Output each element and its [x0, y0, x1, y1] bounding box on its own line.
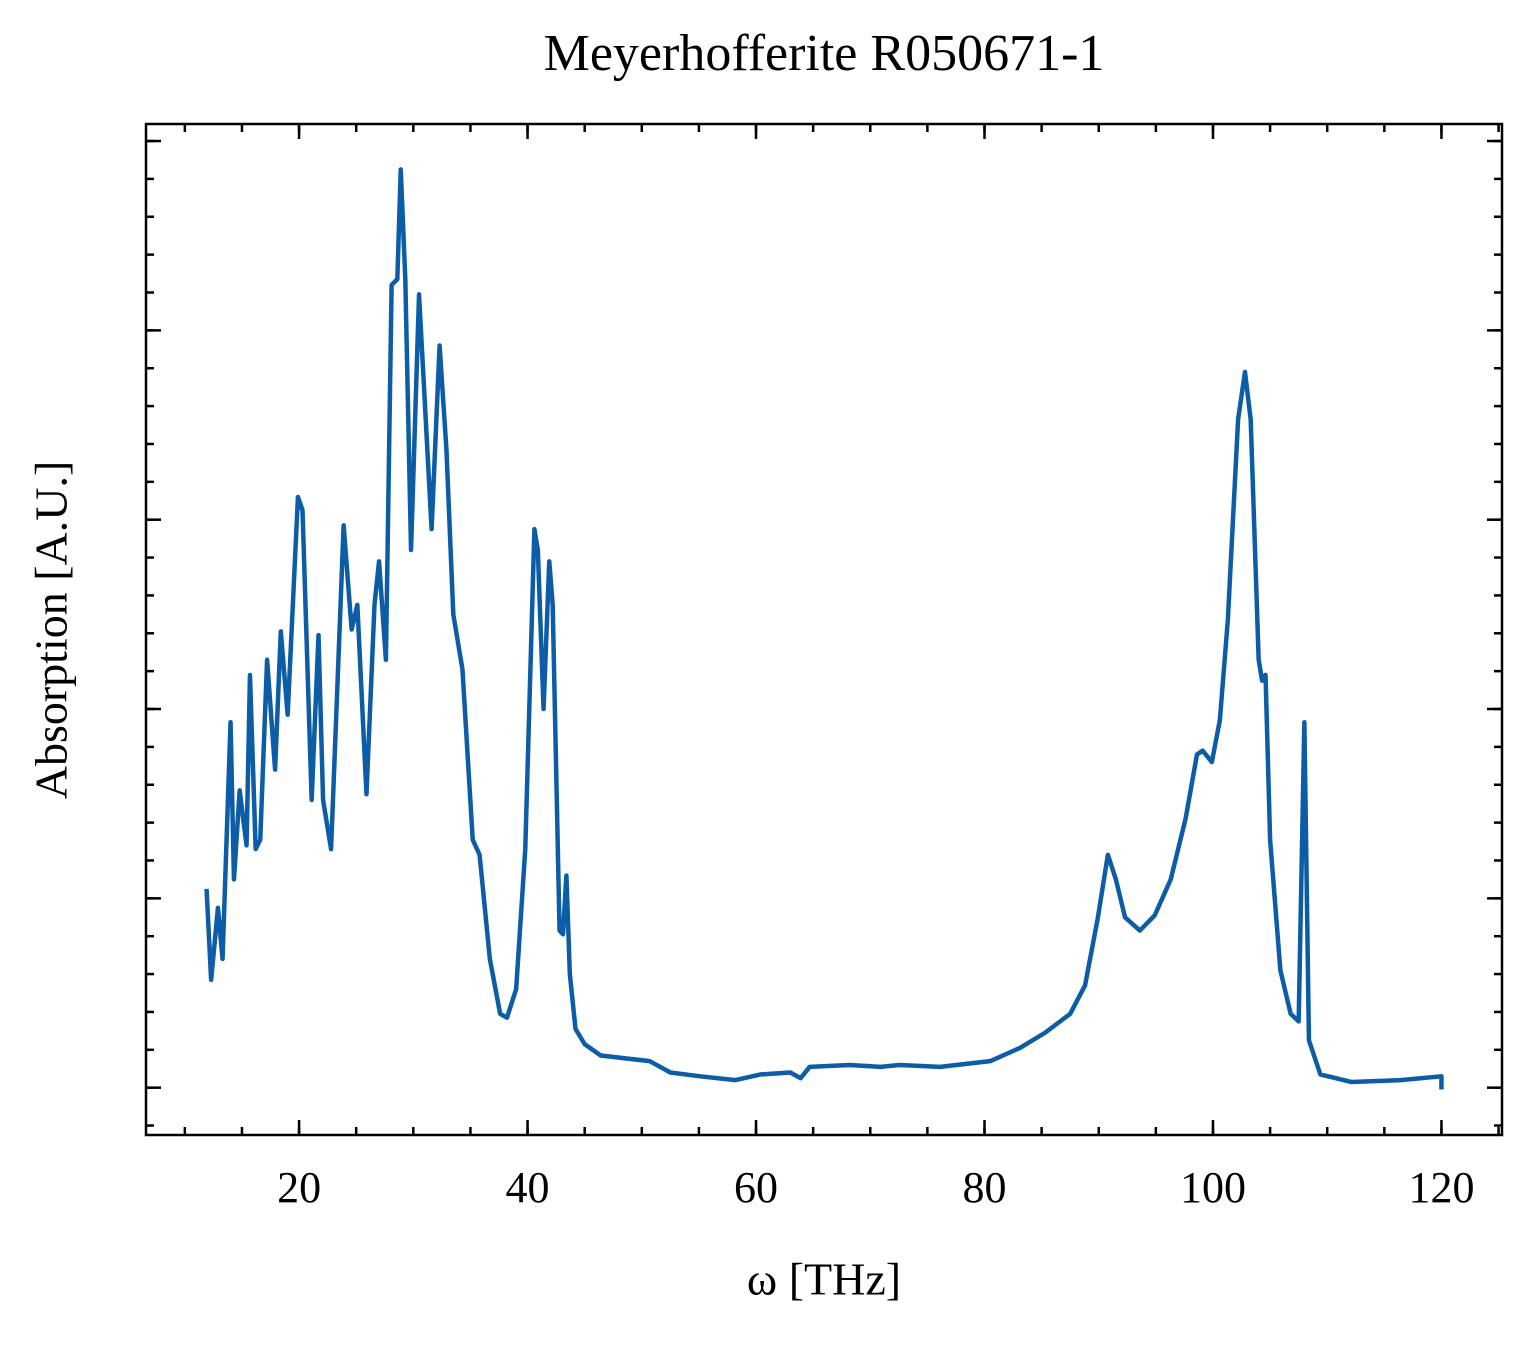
x-axis-label: ω [THz] — [747, 1254, 901, 1305]
data-line — [204, 167, 1444, 1090]
x-tick-label: 80 — [963, 1163, 1007, 1212]
x-tick-label: 100 — [1180, 1163, 1246, 1212]
x-tick-label: 20 — [277, 1163, 321, 1212]
y-axis-label: Absorption [A.U.] — [26, 461, 77, 800]
x-tick-label: 120 — [1408, 1163, 1474, 1212]
x-tick-label: 60 — [734, 1163, 778, 1212]
x-tick-label: 40 — [506, 1163, 550, 1212]
chart-title: Meyerhofferite R050671-1 — [544, 25, 1105, 82]
plot-frame — [144, 122, 1504, 1137]
